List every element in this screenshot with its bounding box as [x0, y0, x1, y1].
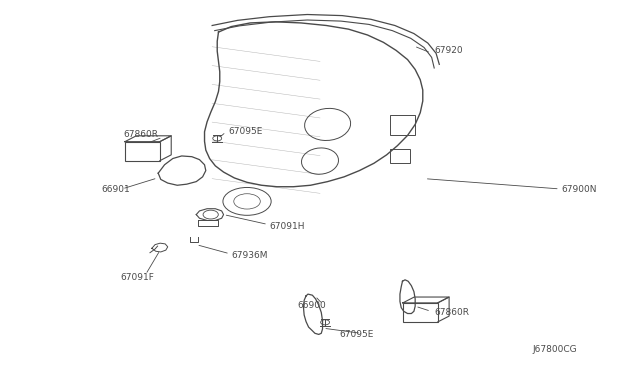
Bar	[403, 303, 438, 322]
Bar	[390, 115, 415, 135]
Text: 67095E: 67095E	[228, 126, 262, 135]
Text: 67920: 67920	[434, 46, 463, 55]
Text: 67936M: 67936M	[231, 251, 268, 260]
Bar	[390, 149, 410, 163]
Text: 67900N: 67900N	[561, 185, 596, 194]
Text: 67095E: 67095E	[339, 330, 373, 339]
Text: 67860R: 67860R	[434, 308, 469, 317]
Text: 67091H: 67091H	[269, 222, 305, 231]
Text: 67860R: 67860R	[124, 130, 158, 139]
Text: J67800CG: J67800CG	[532, 344, 577, 353]
Bar	[125, 142, 160, 161]
Text: 66901: 66901	[101, 185, 130, 194]
Text: 66900: 66900	[298, 301, 326, 310]
Text: 67091F: 67091F	[120, 273, 154, 282]
